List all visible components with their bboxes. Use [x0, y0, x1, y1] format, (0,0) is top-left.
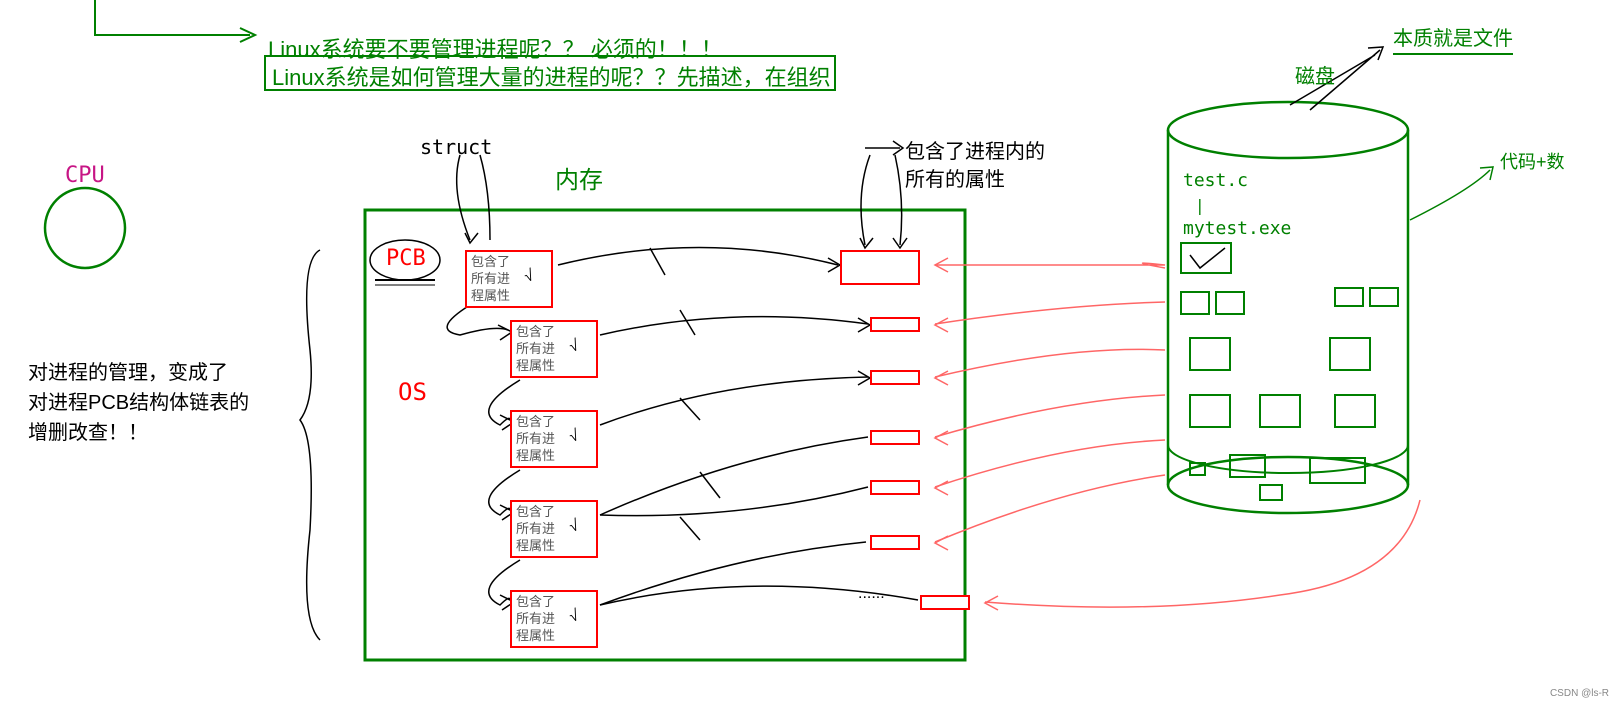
data-box: [840, 250, 920, 285]
data-box: [920, 595, 970, 610]
data-box: [870, 535, 920, 550]
disk-file-1: test.c: [1183, 170, 1248, 191]
data-box: [870, 317, 920, 332]
pcb-label: PCB: [386, 246, 426, 271]
os-label: OS: [398, 378, 427, 406]
essence-label: 本质就是文件: [1393, 22, 1513, 55]
disk-label: 磁盘: [1295, 60, 1335, 89]
ellipsis-dots: ......: [858, 585, 885, 603]
pcb-node: 包含了 所有进 程属性: [510, 410, 598, 468]
note-text: 对进程的管理，变成了 对进程PCB结构体链表的 增删改查！！: [28, 358, 249, 448]
data-box: [870, 480, 920, 495]
contain-props-label: 包含了进程内的 所有的属性: [905, 138, 1045, 194]
pcb-node: 包含了 所有进 程属性: [510, 320, 598, 378]
code-data-label: 代码+数: [1500, 148, 1565, 174]
struct-label: struct: [420, 135, 492, 159]
header-line2: Linux系统是如何管理大量的进程的呢？？先描述，在组织: [272, 60, 831, 92]
data-box: [870, 430, 920, 445]
watermark: CSDN @ls-R: [1550, 688, 1609, 699]
pcb-node: 包含了 所有进 程属性: [510, 590, 598, 648]
disk-file-sep: |: [1195, 196, 1205, 215]
data-box: [870, 370, 920, 385]
pcb-node: 包含了 所有进 程属性: [510, 500, 598, 558]
memory-label: 内存: [555, 160, 603, 195]
pcb-node: 包含了 所有进 程属性: [465, 250, 553, 308]
cpu-label: CPU: [65, 163, 105, 188]
disk-file-2: mytest.exe: [1183, 218, 1291, 239]
